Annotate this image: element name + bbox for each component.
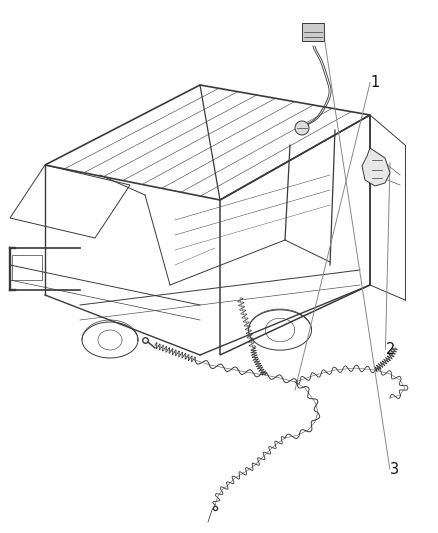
Bar — [12, 255, 42, 280]
Circle shape — [295, 121, 309, 135]
Text: 3: 3 — [390, 462, 399, 477]
Text: 1: 1 — [370, 75, 379, 90]
Bar — [302, 23, 324, 41]
Polygon shape — [362, 148, 390, 186]
Text: 2: 2 — [385, 342, 395, 357]
